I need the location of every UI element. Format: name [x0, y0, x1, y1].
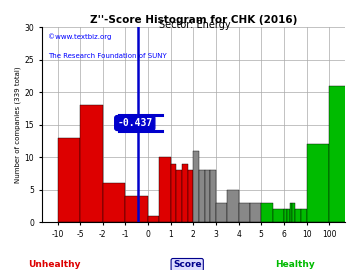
Bar — [188, 170, 193, 222]
Text: Unhealthy: Unhealthy — [28, 260, 80, 269]
Text: The Research Foundation of SUNY: The Research Foundation of SUNY — [48, 53, 166, 59]
Bar — [216, 203, 227, 222]
Text: Score: Score — [173, 260, 202, 269]
Text: ©www.textbiz.org: ©www.textbiz.org — [48, 33, 111, 40]
Bar — [193, 151, 199, 222]
Bar — [204, 170, 210, 222]
Bar — [250, 203, 261, 222]
Bar — [159, 157, 171, 222]
Bar — [289, 203, 292, 222]
Bar — [125, 196, 148, 222]
Bar — [103, 183, 125, 222]
Bar — [182, 164, 188, 222]
Bar — [292, 203, 295, 222]
Bar — [329, 86, 352, 222]
Bar — [199, 170, 204, 222]
Bar — [210, 170, 216, 222]
Bar — [301, 209, 306, 222]
Bar — [80, 105, 103, 222]
Title: Z''-Score Histogram for CHK (2016): Z''-Score Histogram for CHK (2016) — [90, 15, 297, 25]
Bar — [171, 164, 176, 222]
Bar — [273, 209, 284, 222]
Text: -0.437: -0.437 — [117, 118, 152, 128]
Bar — [295, 209, 301, 222]
Text: Healthy: Healthy — [275, 260, 315, 269]
Bar — [176, 170, 182, 222]
Bar — [227, 190, 239, 222]
Bar — [287, 209, 289, 222]
Bar — [284, 209, 287, 222]
Bar — [306, 144, 329, 222]
Text: Sector: Energy: Sector: Energy — [159, 20, 230, 30]
Bar — [352, 190, 360, 222]
Bar — [239, 203, 250, 222]
Bar — [261, 203, 273, 222]
Y-axis label: Number of companies (339 total): Number of companies (339 total) — [15, 66, 22, 183]
Bar — [58, 138, 80, 222]
Bar — [148, 216, 159, 222]
